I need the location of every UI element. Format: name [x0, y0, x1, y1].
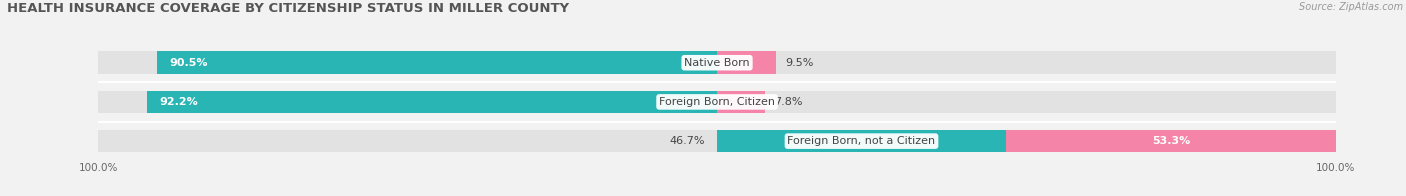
Text: 92.2%: 92.2% [159, 97, 198, 107]
Text: 7.8%: 7.8% [775, 97, 803, 107]
Text: Foreign Born, not a Citizen: Foreign Born, not a Citizen [787, 136, 935, 146]
Bar [1005, 130, 1336, 152]
Text: 46.7%: 46.7% [669, 136, 704, 146]
Text: Foreign Born, Citizen: Foreign Born, Citizen [659, 97, 775, 107]
Bar [157, 51, 717, 74]
Bar [717, 130, 1005, 152]
Bar [98, 91, 1336, 113]
Bar [717, 91, 765, 113]
Text: 9.5%: 9.5% [785, 58, 814, 68]
Text: 90.5%: 90.5% [170, 58, 208, 68]
Bar [98, 130, 1336, 152]
Bar [98, 51, 1336, 74]
Bar [146, 91, 717, 113]
Text: HEALTH INSURANCE COVERAGE BY CITIZENSHIP STATUS IN MILLER COUNTY: HEALTH INSURANCE COVERAGE BY CITIZENSHIP… [7, 2, 569, 15]
Text: 53.3%: 53.3% [1152, 136, 1189, 146]
Bar [717, 51, 776, 74]
Text: Native Born: Native Born [685, 58, 749, 68]
Text: Source: ZipAtlas.com: Source: ZipAtlas.com [1299, 2, 1403, 12]
